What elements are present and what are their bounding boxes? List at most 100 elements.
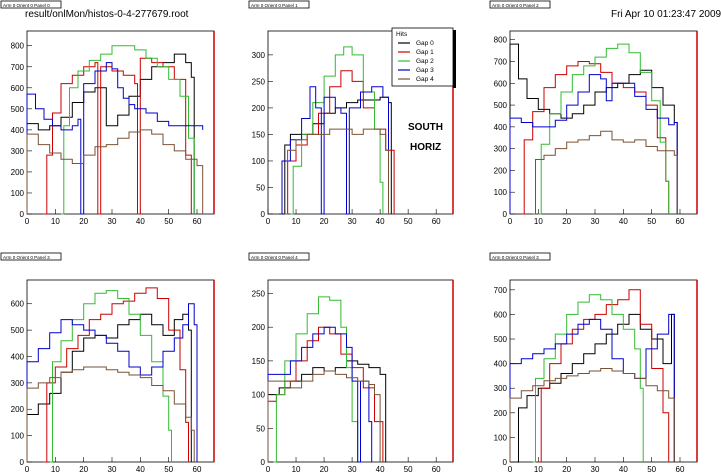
y-tick-label: 100 — [494, 433, 508, 442]
x-tick-label: 60 — [193, 217, 202, 226]
histogram-panel-0: Arm 0 Orient 0 Panel 00 10 20 30 40 50 6001002… — [0, 0, 215, 226]
y-tick-label: 600 — [494, 310, 508, 319]
x-tick-label: 10 — [51, 217, 60, 226]
series-line-gap-4 — [509, 368, 675, 462]
x-tick-label: 20 — [79, 465, 88, 474]
plot-frame — [26, 279, 215, 463]
y-tick-label: 700 — [494, 286, 508, 295]
series-line-gap-2 — [273, 296, 359, 463]
panel-title-box: Arm 0 Orient 0 Panel 3 — [489, 252, 551, 261]
y-tick-label: 50 — [256, 183, 265, 192]
y-tick-label: 300 — [252, 51, 266, 60]
y-tick-label: 500 — [11, 105, 25, 114]
timestamp: Fri Apr 10 01:23:47 2009 — [611, 9, 721, 20]
panel-title-frame — [248, 0, 310, 9]
y-tick-label: 200 — [252, 323, 266, 332]
y-tick-label: 400 — [11, 352, 25, 361]
panel-title-frame — [489, 0, 551, 9]
panel-title: Arm 0 Orient 0 Panel 2 — [492, 3, 539, 8]
x-tick-label: 0 — [25, 217, 30, 226]
histogram-panel-5: Arm 0 Orient 0 Panel 30 10 20 30 40 50 6001002… — [489, 252, 698, 474]
panel-title: Arm 0 Orient 0 Panel 0 — [3, 3, 50, 8]
series-line-gap-3 — [26, 303, 198, 462]
series-line-gap-1 — [44, 287, 189, 463]
panel-title-frame — [0, 252, 62, 261]
x-tick-label: 60 — [676, 465, 685, 474]
series-line-gap-0 — [26, 313, 192, 462]
x-tick-label: 40 — [376, 465, 385, 474]
x-tick-label: 50 — [404, 465, 413, 474]
legend-entry: Gap 2 — [416, 58, 434, 65]
y-tick-label: 200 — [11, 168, 25, 177]
panel-title: Arm 0 Orient 0 Panel 3 — [492, 255, 539, 260]
y-tick-label: 150 — [252, 357, 266, 366]
side-label-south: SOUTH — [408, 122, 443, 133]
legend-entry: Gap 0 — [416, 40, 434, 47]
series-line-gap-1 — [521, 61, 670, 215]
series-line-gap-2 — [61, 45, 195, 215]
x-tick-label: 40 — [136, 217, 145, 226]
legend-entry: Gap 4 — [416, 76, 434, 83]
y-tick-label: 0 — [261, 210, 266, 219]
legend-title: Hits — [396, 31, 408, 38]
x-tick-label: 30 — [591, 465, 600, 474]
y-tick-label: 600 — [11, 84, 25, 93]
legend-box — [391, 27, 454, 87]
x-tick-label: 10 — [51, 465, 60, 474]
y-tick-label: 300 — [11, 147, 25, 156]
panel-title-box: Arm 0 Orient 0 Panel 3 — [0, 252, 62, 261]
x-tick-label: 30 — [591, 217, 600, 226]
series-line-gap-4 — [26, 129, 204, 214]
series-line-gap-4 — [532, 130, 678, 215]
y-tick-label: 400 — [494, 123, 508, 132]
x-tick-label: 60 — [432, 465, 441, 474]
x-tick-label: 20 — [320, 217, 329, 226]
x-tick-label: 50 — [164, 465, 173, 474]
x-tick-label: 40 — [136, 465, 145, 474]
y-tick-label: 150 — [252, 130, 266, 139]
y-tick-label: 300 — [494, 145, 508, 154]
series-line-gap-0 — [515, 313, 675, 463]
y-tick-label: 100 — [11, 189, 25, 198]
x-tick-label: 30 — [348, 217, 357, 226]
y-tick-label: 250 — [252, 77, 266, 86]
x-tick-label: 0 — [266, 465, 271, 474]
legend-entry: Gap 3 — [416, 67, 434, 74]
panel-title-box: Arm 0 Orient 0 Panel 4 — [248, 252, 310, 261]
x-tick-label: 50 — [404, 217, 413, 226]
y-tick-label: 200 — [11, 405, 25, 414]
panel-title: Arm 0 Orient 0 Panel 1 — [251, 3, 298, 8]
x-tick-label: 50 — [164, 217, 173, 226]
x-tick-label: 40 — [376, 217, 385, 226]
x-tick-label: 0 — [508, 465, 513, 474]
series-line-gap-4 — [26, 366, 195, 462]
x-tick-label: 60 — [676, 217, 685, 226]
legend-entry: Gap 1 — [416, 49, 434, 56]
x-tick-label: 40 — [619, 217, 628, 226]
y-tick-label: 100 — [252, 391, 266, 400]
y-tick-label: 0 — [503, 210, 508, 219]
y-tick-label: 500 — [11, 326, 25, 335]
histogram-panel-3: Arm 0 Orient 0 Panel 30 10 20 30 40 50 6001002… — [0, 252, 215, 474]
panel-title-box: Arm 0 Orient 0 Panel 1 — [248, 0, 310, 9]
x-tick-label: 10 — [292, 465, 301, 474]
y-tick-label: 300 — [11, 379, 25, 388]
x-tick-label: 0 — [266, 217, 271, 226]
x-tick-label: 0 — [25, 465, 30, 474]
panel-title: Arm 0 Orient 0 Panel 4 — [251, 255, 298, 260]
x-tick-label: 20 — [562, 217, 571, 226]
y-tick-label: 300 — [494, 384, 508, 393]
panel-title-box: Arm 0 Orient 0 Panel 2 — [489, 0, 551, 9]
y-tick-label: 50 — [256, 424, 265, 433]
series-line-gap-3 — [509, 74, 678, 214]
x-tick-label: 20 — [79, 217, 88, 226]
y-tick-label: 0 — [20, 458, 25, 467]
y-tick-label: 100 — [252, 157, 266, 166]
histogram-panel-4: Arm 0 Orient 0 Panel 4 0 10 20 30 40 50 60 0 50 10… — [248, 252, 454, 474]
y-tick-label: 200 — [252, 104, 266, 113]
series-line-gap-2 — [532, 294, 644, 463]
y-tick-label: 600 — [494, 79, 508, 88]
y-tick-label: 0 — [261, 458, 266, 467]
x-tick-label: 20 — [562, 465, 571, 474]
